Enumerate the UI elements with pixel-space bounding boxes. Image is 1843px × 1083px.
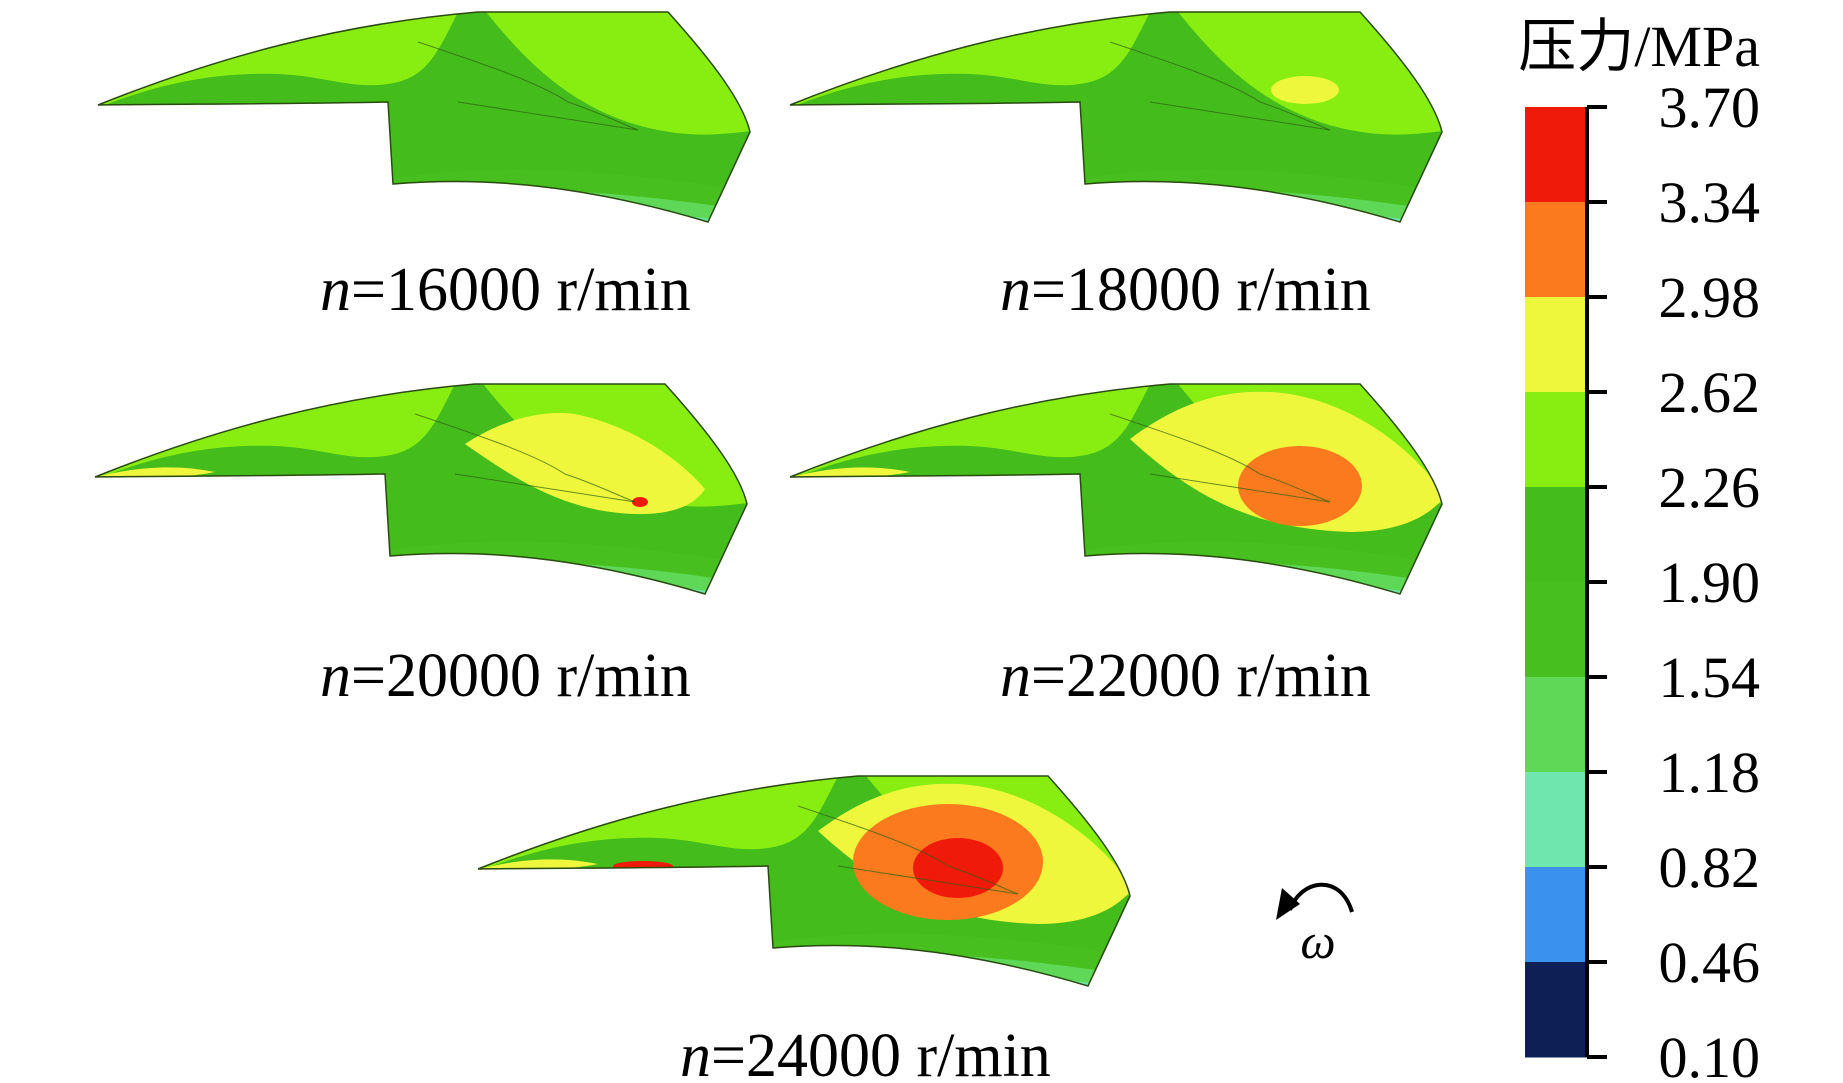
blade-seam-line <box>454 473 636 503</box>
blade-seam-line <box>1149 101 1331 131</box>
blade-seam-line <box>457 101 639 131</box>
legend-tick-label: 3.34 <box>1659 170 1761 235</box>
legend-tick-label: 0.46 <box>1659 930 1761 995</box>
legend-swatch <box>1525 487 1587 583</box>
blade-seam-line <box>797 805 1019 895</box>
legend-swatch <box>1525 962 1587 1058</box>
sector-outline <box>477 775 1131 987</box>
contour-band <box>465 413 705 515</box>
legend-swatch <box>1525 107 1587 203</box>
legend-swatch <box>1525 202 1587 298</box>
blade-seam-line <box>1149 473 1331 503</box>
rotation-arrow-icon <box>1288 882 1354 913</box>
sector-outline <box>94 383 748 595</box>
contour-band <box>1030 593 1442 594</box>
contour-band <box>1271 76 1339 104</box>
contour-panel-p22000 <box>789 383 1443 595</box>
legend-swatch <box>1525 772 1587 868</box>
legend-colorbar <box>1525 107 1589 1058</box>
contour-band <box>613 861 673 871</box>
contour-band <box>913 838 1003 898</box>
legend-tick-label: 1.90 <box>1659 550 1761 615</box>
legend-tick-label: 2.98 <box>1659 265 1761 330</box>
rotation-indicator: ω <box>1276 882 1354 969</box>
rotation-arrowhead-icon <box>1276 888 1300 920</box>
contour-band <box>335 593 747 594</box>
blade-seam-line <box>837 865 1019 895</box>
legend-title: 压力/MPa <box>1518 14 1760 79</box>
legend-swatch <box>1525 582 1587 678</box>
legend-tick-label: 2.26 <box>1659 455 1761 520</box>
legend-tick-label: 0.10 <box>1659 1025 1761 1083</box>
legend-tick-label: 2.62 <box>1659 360 1761 425</box>
contour-band <box>335 585 747 594</box>
panel-label-18000: n=18000 r/min <box>1000 256 1371 324</box>
blade-seam-line <box>1109 413 1331 503</box>
panel-label-16000: n=16000 r/min <box>320 256 691 324</box>
blade-seam-line <box>1109 41 1331 131</box>
sector-outline <box>97 11 751 223</box>
contour-panel-p18000 <box>789 11 1443 223</box>
legend-tick-label: 3.70 <box>1659 75 1761 140</box>
contour-band <box>1030 585 1442 594</box>
contour-band <box>1238 446 1362 526</box>
contour-panel-p16000 <box>97 11 751 223</box>
sector-outline <box>789 11 1443 223</box>
blade-seam-line <box>414 413 636 503</box>
legend-ticks: 3.70 3.34 2.98 2.62 2.26 1.90 1.54 1.18 0.82 0.46… <box>1587 75 1760 1083</box>
blade-seam-line <box>417 41 639 131</box>
contour-band <box>632 497 648 507</box>
legend-tick-label: 0.82 <box>1659 835 1761 900</box>
contour-panel-p24000 <box>477 775 1131 987</box>
legend-tick-label: 1.18 <box>1659 740 1761 805</box>
legend-swatch <box>1525 677 1587 773</box>
panel-label-20000: n=20000 r/min <box>320 642 691 710</box>
legend-swatch <box>1525 297 1587 393</box>
sector-outline <box>789 383 1443 595</box>
legend-swatch <box>1525 392 1587 488</box>
panel-label-24000: n=24000 r/min <box>680 1022 1051 1083</box>
panel-label-22000: n=22000 r/min <box>1000 642 1371 710</box>
legend-tick-label: 1.54 <box>1659 645 1761 710</box>
omega-symbol: ω <box>1300 913 1335 969</box>
legend-swatch <box>1525 867 1587 963</box>
contour-panel-p20000 <box>94 383 748 595</box>
